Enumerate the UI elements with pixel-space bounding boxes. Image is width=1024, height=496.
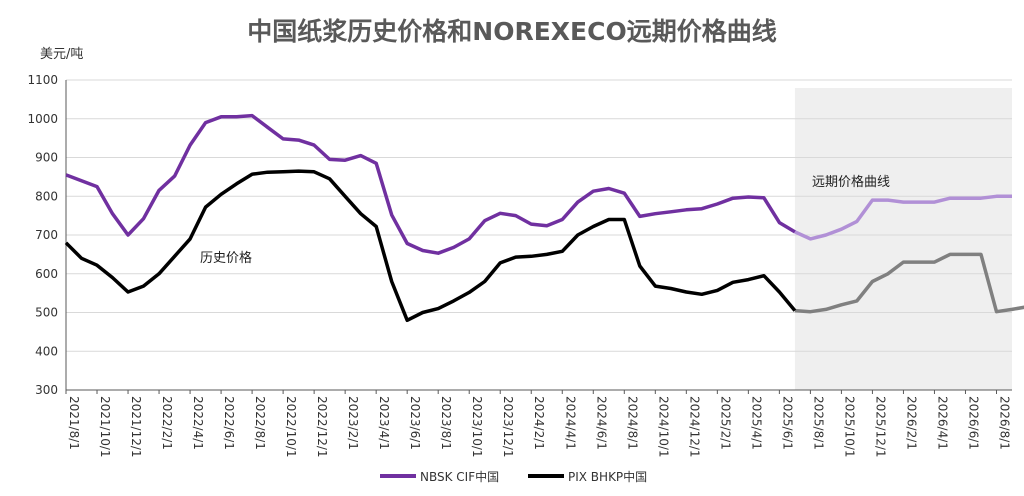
annotation-history: 历史价格 [200,250,252,266]
y-tick-label-900: 900 [35,151,58,165]
x-tick-label-7: 2022/10/1 [284,396,298,458]
x-tick-label-25: 2025/10/1 [842,396,856,458]
forward-period-shade [794,88,1012,390]
series-line-nbsk-forward [794,194,1012,241]
x-tick-label-11: 2023/6/1 [408,396,422,450]
x-tick-label-4: 2022/4/1 [191,396,205,450]
y-tick-label-1000: 1000 [27,112,58,126]
grid-lines [66,79,1012,352]
x-axis-ticks: 2021/8/1 2021/10/1 2021/12/1 2022/2/1 2022/4… [65,390,1011,458]
legend-label-nbsk: NBSK CIF中国 [420,469,499,484]
series-line-pix-history [64,169,797,323]
x-tick-label-1: 2021/10/1 [98,396,112,458]
x-tick-label-13: 2023/10/1 [470,396,484,458]
y-axis-ticks: 300 400 500 600 700 800 900 1000 1100 [27,73,58,397]
x-tick-label-27: 2026/2/1 [904,396,918,450]
x-tick-label-28: 2026/4/1 [935,396,949,450]
x-tick-label-5: 2022/6/1 [222,396,236,450]
x-tick-label-10: 2023/4/1 [377,396,391,450]
x-tick-label-14: 2023/12/1 [501,396,515,458]
forward-shade-rect [794,88,1012,390]
x-tick-label-6: 2022/8/1 [253,396,267,450]
x-tick-label-9: 2023/2/1 [346,396,360,450]
x-tick-label-23: 2025/6/1 [780,396,794,450]
series-line-nbsk-history [65,113,796,255]
chart-title: 中国纸浆历史价格和NOREXECO远期价格曲线 [247,17,776,46]
x-tick-label-22: 2025/4/1 [749,396,763,450]
x-tick-label-0: 2021/8/1 [67,396,81,450]
x-tick-label-18: 2024/8/1 [625,396,639,450]
y-tick-label-300: 300 [35,383,58,397]
x-tick-label-8: 2022/12/1 [315,396,329,458]
x-tick-label-24: 2025/8/1 [811,396,825,450]
annotation-forward: 远期价格曲线 [812,174,890,190]
legend-label-pix: PIX BHKP中国 [568,469,647,484]
x-tick-label-26: 2025/12/1 [873,396,887,458]
y-tick-label-600: 600 [35,267,58,281]
y-tick-label-700: 700 [35,228,58,242]
x-tick-label-2: 2021/12/1 [129,396,143,458]
x-tick-label-12: 2023/8/1 [439,396,453,450]
x-tick-label-20: 2024/12/1 [687,396,701,458]
x-tick-label-19: 2024/10/1 [656,396,670,458]
y-tick-label-800: 800 [35,189,58,203]
y-tick-label-500: 500 [35,306,58,320]
axes [65,80,1012,391]
y-tick-label-400: 400 [35,344,58,358]
x-tick-label-17: 2024/6/1 [594,396,608,450]
legend: NBSK CIF中国 PIX BHKP中国 [380,469,647,484]
x-tick-label-16: 2024/4/1 [563,396,577,450]
series-lines [64,113,1024,323]
x-tick-label-29: 2026/6/1 [966,396,980,450]
x-tick-label-3: 2022/2/1 [160,396,174,450]
y-axis-label: 美元/吨 [40,47,83,62]
x-tick-label-15: 2024/2/1 [532,396,546,450]
x-tick-label-30: 2026/8/1 [997,396,1011,450]
x-tick-label-21: 2025/2/1 [718,396,732,450]
series-line-pix-forward [794,252,1024,314]
y-tick-label-1100: 1100 [27,73,58,87]
